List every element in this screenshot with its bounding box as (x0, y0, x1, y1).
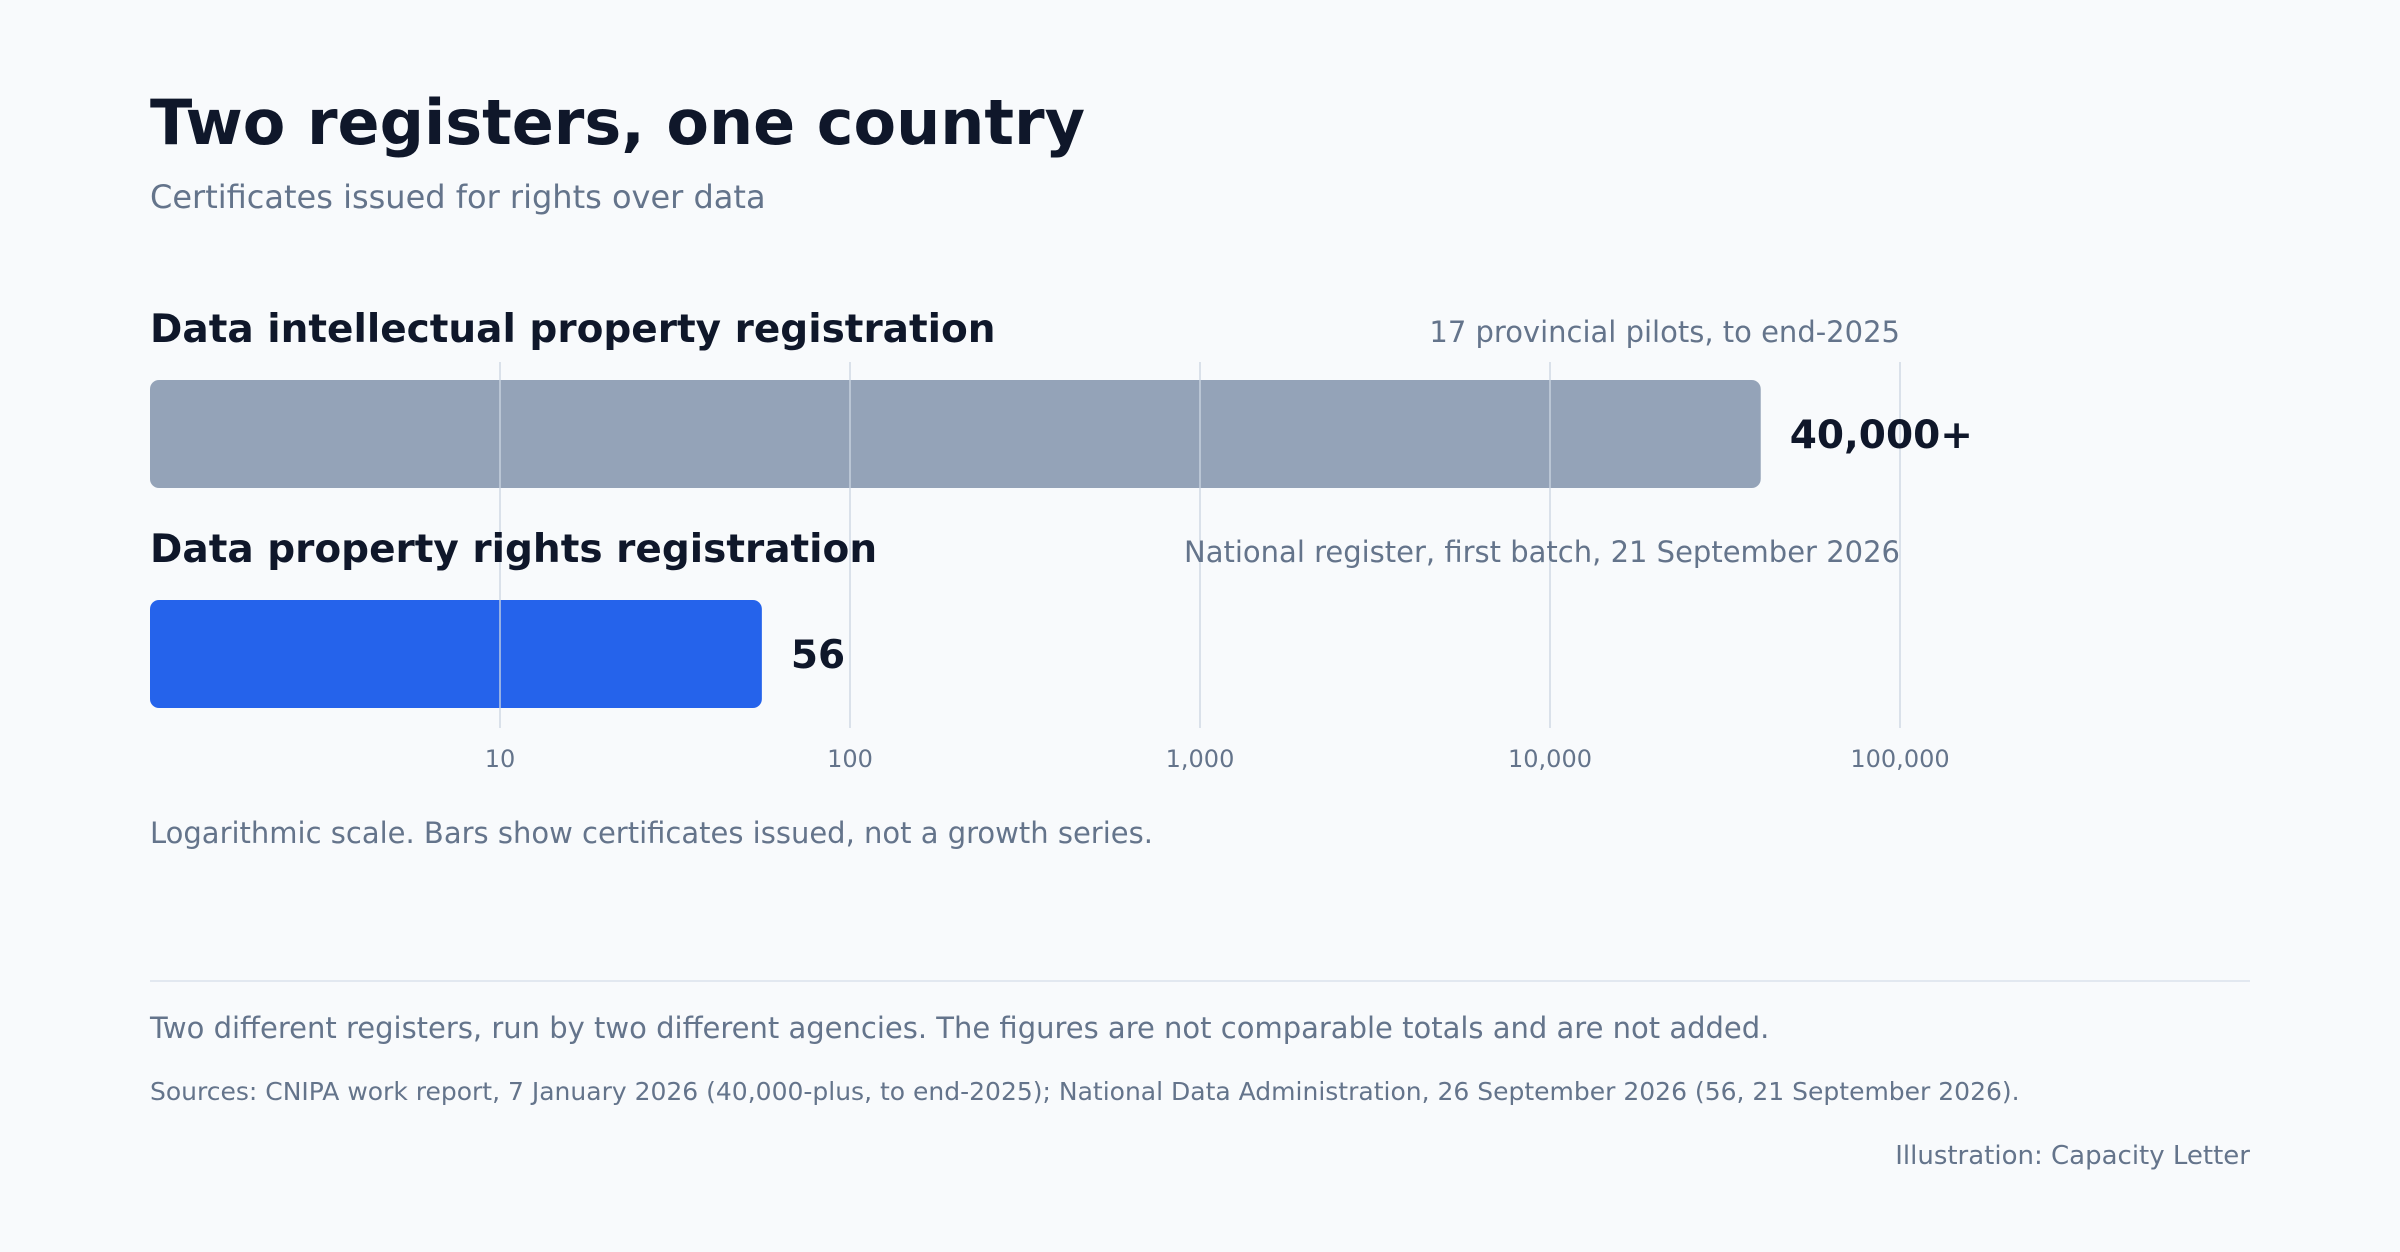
tick-label: 100 (827, 745, 873, 773)
tick-label: 10 (485, 745, 516, 773)
caption: Two different registers, run by two diff… (150, 1011, 1770, 1045)
tick-label: 1,000 (1166, 745, 1235, 773)
tick-label: 100,000 (1850, 745, 1949, 773)
gridlines-group (499, 362, 1901, 728)
credit: Illustration: Capacity Letter (1895, 1141, 2250, 1171)
row-label: Data property rights registration (150, 527, 877, 572)
divider (150, 980, 2250, 982)
axis-note: Logarithmic scale. Bars show certificate… (150, 816, 1153, 850)
bar (150, 380, 1761, 488)
chart-subtitle: Certificates issued for rights over data (150, 178, 766, 216)
sources: Sources: CNIPA work report, 7 January 20… (150, 1077, 2020, 1106)
labels-group: Data intellectual property registration 1… (150, 307, 1973, 773)
row-label: Data intellectual property registration (150, 307, 996, 352)
bar-chart: Data intellectual property registration 1… (150, 307, 1973, 773)
bar (150, 600, 762, 708)
value-label: 40,000+ (1790, 413, 1973, 458)
tick-label: 10,000 (1508, 745, 1592, 773)
row-note: 17 provincial pilots, to end-2025 (1429, 315, 1900, 349)
value-label: 56 (791, 633, 845, 678)
bars-group (150, 380, 1761, 708)
chart-title: Two registers, one country (150, 86, 1086, 159)
row-note: National register, first batch, 21 Septe… (1184, 535, 1900, 569)
